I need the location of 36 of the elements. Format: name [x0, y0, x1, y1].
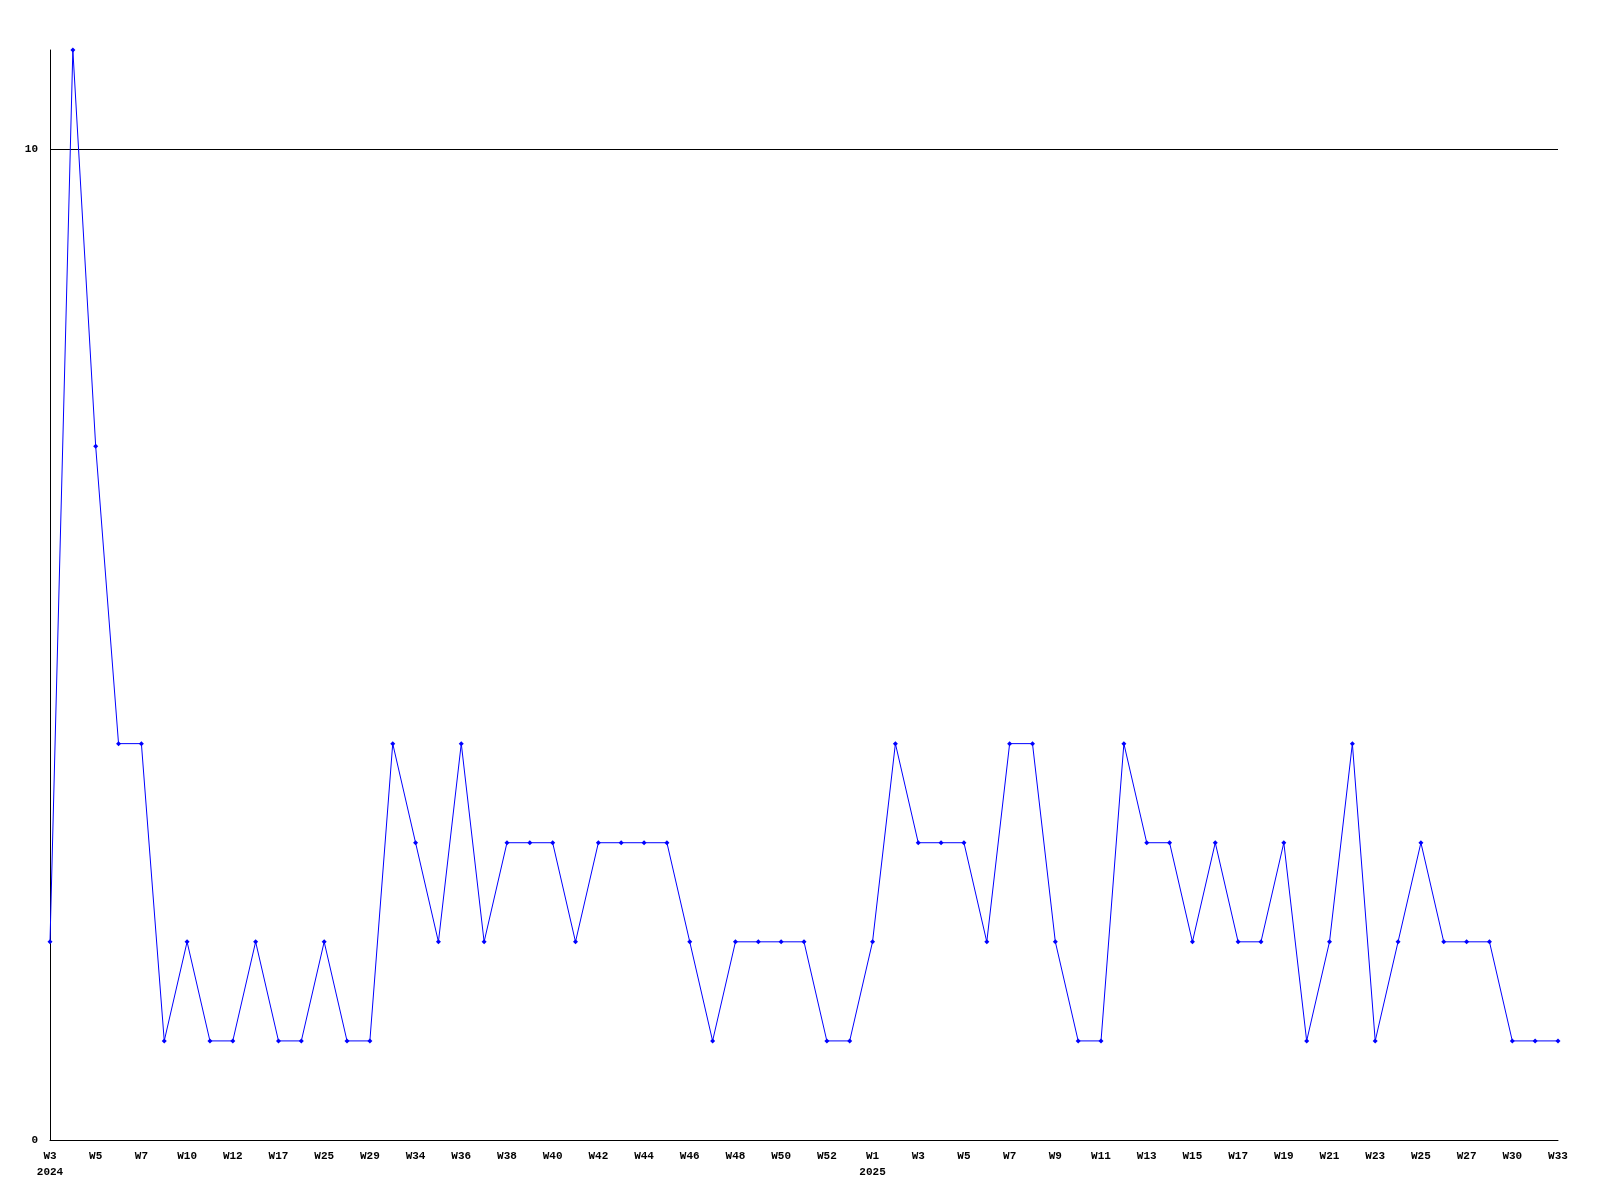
x-tick-label: W25: [1411, 1150, 1432, 1162]
x-tick-label: W25: [314, 1150, 335, 1162]
x-tick-label: W9: [1048, 1150, 1062, 1162]
y-tick-label: 10: [24, 143, 38, 156]
x-tick-label: W27: [1456, 1150, 1477, 1162]
x-tick-label: W21: [1319, 1150, 1340, 1162]
x-tick-label: W42: [588, 1150, 609, 1162]
x-tick-label: W13: [1136, 1150, 1158, 1162]
x-tick-label: W12: [222, 1150, 243, 1162]
x-tick-label: W38: [497, 1150, 518, 1162]
x-tick-label: W19: [1273, 1150, 1294, 1162]
x-tick-label: W10: [177, 1150, 197, 1162]
x-tick-label: W52: [816, 1150, 837, 1162]
y-tick-label: 0: [31, 1134, 38, 1146]
x-tick-label: W5: [957, 1150, 971, 1162]
x-tick-label: W36: [451, 1150, 472, 1162]
x-tick-label: W48: [725, 1150, 746, 1162]
x-tick-label: W17: [268, 1150, 289, 1162]
x-tick-label: W50: [771, 1150, 792, 1162]
x-tick-label: W3 2024: [36, 1150, 64, 1178]
x-tick-label: W7: [134, 1150, 148, 1162]
x-tick-label: W15: [1182, 1150, 1203, 1162]
x-tick-label: W17: [1228, 1150, 1249, 1162]
x-tick-label: W44: [634, 1150, 655, 1162]
x-tick-label: W46: [679, 1150, 700, 1162]
x-tick-label: W1 2025: [859, 1150, 887, 1178]
x-tick-label: W3: [911, 1150, 926, 1162]
x-tick-label: W40: [542, 1150, 563, 1162]
x-tick-label: W11: [1091, 1150, 1112, 1162]
x-tick-label: W7: [1003, 1150, 1017, 1162]
x-tick-label: W33: [1548, 1150, 1569, 1162]
x-tick-label: W29: [359, 1150, 380, 1162]
x-tick-label: W30: [1502, 1150, 1523, 1162]
x-tick-label: W23: [1365, 1150, 1386, 1162]
x-tick-label: W34: [405, 1150, 426, 1162]
x-tick-label: W5: [89, 1150, 103, 1162]
